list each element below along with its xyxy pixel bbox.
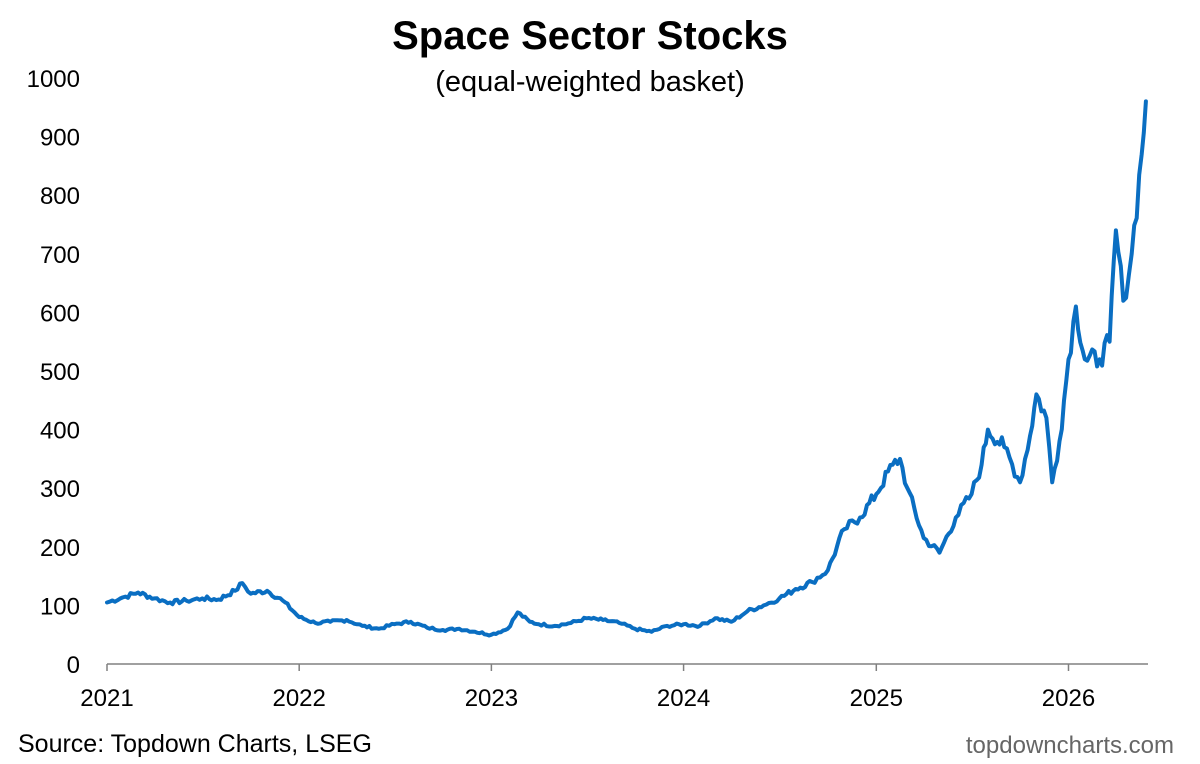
x-tick-label: 2025: [850, 685, 903, 712]
chart-title: Space Sector Stocks: [392, 14, 788, 58]
chart-subtitle: (equal-weighted basket): [435, 66, 745, 98]
y-tick-label: 100: [40, 593, 80, 620]
x-tick-label: 2023: [465, 685, 518, 712]
watermark: topdowncharts.com: [965, 732, 1174, 759]
y-tick-label: 900: [40, 125, 80, 152]
y-tick-label: 0: [67, 652, 80, 679]
x-tick-label: 2022: [272, 685, 325, 712]
y-tick-label: 1000: [27, 66, 80, 93]
y-tick-label: 200: [40, 535, 80, 562]
x-tick-label: 2024: [657, 685, 710, 712]
x-tick-label: 2026: [1042, 685, 1095, 712]
y-tick-label: 500: [40, 359, 80, 386]
y-tick-label: 700: [40, 242, 80, 269]
series-line: [105, 99, 1148, 638]
y-tick-label: 800: [40, 183, 80, 210]
y-tick-label: 400: [40, 418, 80, 445]
x-tick-label: 2021: [80, 685, 133, 712]
y-tick-label: 300: [40, 476, 80, 503]
y-tick-label: 600: [40, 300, 80, 327]
source-note: Source: Topdown Charts, LSEG: [18, 730, 372, 758]
